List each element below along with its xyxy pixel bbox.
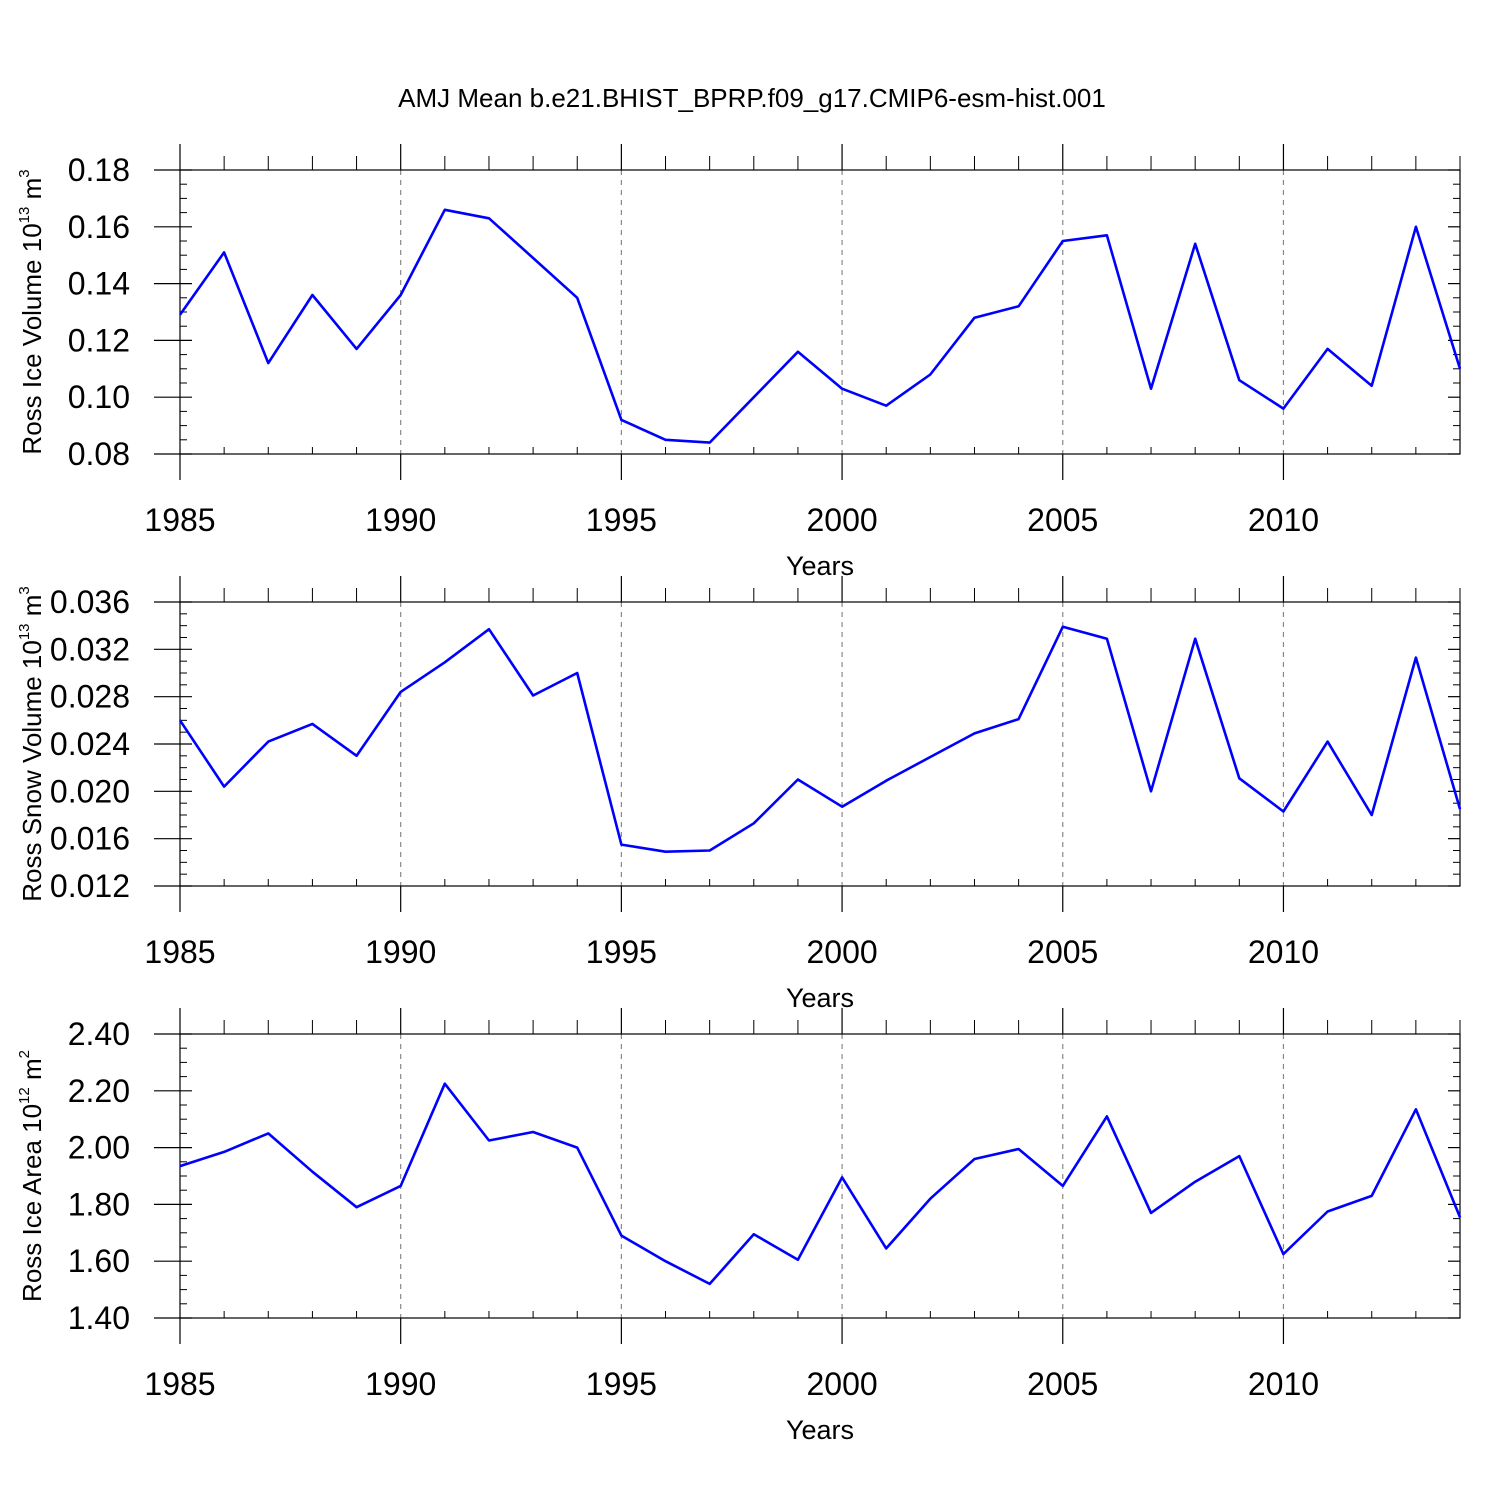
x-tick-label: 2000 — [806, 934, 877, 970]
y-axis-title-unit-exp: 3 — [16, 586, 33, 594]
chart-title: AMJ Mean b.e21.BHIST_BPRP.f09_g17.CMIP6-… — [398, 83, 1106, 113]
y-axis-title-main: Ross Ice Area 10 — [17, 1104, 47, 1302]
x-tick-label: 2005 — [1027, 1366, 1098, 1402]
y-tick-label: 0.08 — [68, 436, 130, 472]
x-tick-label: 2000 — [806, 1366, 877, 1402]
y-axis-title-exp: 13 — [16, 207, 33, 224]
y-tick-label: 2.00 — [68, 1130, 130, 1166]
series-line-ross-snow-volume — [178, 625, 1462, 854]
x-tick-label: 1990 — [365, 934, 436, 970]
y-tick-label: 0.028 — [50, 679, 130, 715]
panel-ross-snow-volume: 0.012 0.016 0.020 0.024 0.028 0.032 0.036 1985 1… — [16, 576, 1462, 1013]
y-axis-title-unit: m — [17, 595, 47, 624]
x-axis-title: Years — [786, 983, 854, 1013]
y-tick-label: 0.036 — [50, 584, 130, 620]
y-axis-title-main: Ross Ice Volume 10 — [17, 223, 47, 454]
series-line-ross-ice-area — [179, 1082, 1462, 1286]
y-tick-label: 1.40 — [68, 1300, 130, 1336]
y-axis-title-unit-exp: 3 — [16, 169, 33, 177]
x-tick-label: 1995 — [586, 934, 657, 970]
y-tick-label: 1.80 — [68, 1186, 130, 1222]
y-tick-label: 0.16 — [68, 209, 130, 245]
x-tick-label: 1995 — [586, 1366, 657, 1402]
y-tick-label: 0.024 — [50, 726, 130, 762]
y-tick-label: 0.12 — [68, 322, 130, 358]
y-axis-title-exp: 13 — [16, 623, 33, 640]
y-tick-label: 1.60 — [68, 1243, 130, 1279]
y-tick-label: 0.14 — [68, 266, 130, 302]
y-axis-title-exp: 12 — [16, 1087, 33, 1104]
y-tick-label: 2.20 — [68, 1073, 130, 1109]
x-tick-label: 2010 — [1248, 934, 1319, 970]
x-tick-label: 2005 — [1027, 502, 1098, 538]
x-tick-label: 1995 — [586, 502, 657, 538]
x-tick-label: 1990 — [365, 502, 436, 538]
plot-frame — [179, 169, 1461, 455]
y-tick-label: 0.020 — [50, 773, 130, 809]
plot-frame — [179, 1033, 1461, 1319]
x-tick-label: 1990 — [365, 1366, 436, 1402]
y-tick-label: 0.18 — [68, 152, 130, 188]
y-tick-label: 2.40 — [68, 1016, 130, 1052]
y-tick-label: 0.10 — [68, 379, 130, 415]
y-axis-title: Ross Ice Area 1012 m2 — [16, 1050, 47, 1302]
x-axis-title: Years — [786, 1415, 854, 1445]
y-tick-label: 0.016 — [50, 821, 130, 857]
y-axis-title: Ross Snow Volume 1013 m3 — [16, 586, 47, 902]
y-axis-title-unit: m — [17, 178, 47, 207]
series-line-ross-ice-volume — [178, 208, 1462, 444]
y-axis-title-unit: m — [17, 1058, 47, 1087]
x-tick-label: 2005 — [1027, 934, 1098, 970]
x-tick-label: 1985 — [144, 502, 215, 538]
x-axis-title: Years — [786, 551, 854, 581]
y-axis-title-main: Ross Snow Volume 10 — [17, 640, 47, 902]
y-axis-title-unit-exp: 2 — [16, 1050, 33, 1058]
panel-ross-ice-area: 1.40 1.60 1.80 2.00 2.20 2.40 1985 1990 1995 2000… — [16, 1008, 1462, 1445]
x-tick-label: 1985 — [144, 934, 215, 970]
x-tick-label: 2010 — [1248, 1366, 1319, 1402]
y-tick-label: 0.012 — [50, 868, 130, 904]
x-tick-label: 2010 — [1248, 502, 1319, 538]
y-axis-title: Ross Ice Volume 1013 m3 — [16, 169, 47, 454]
plot-frame — [179, 601, 1461, 887]
y-tick-label: 0.032 — [50, 631, 130, 667]
x-tick-label: 2000 — [806, 502, 877, 538]
panel-ross-ice-volume: 0.08 0.10 0.12 0.14 0.16 0.18 1985 1990 1995 2000… — [16, 144, 1462, 581]
x-tick-label: 1985 — [144, 1366, 215, 1402]
